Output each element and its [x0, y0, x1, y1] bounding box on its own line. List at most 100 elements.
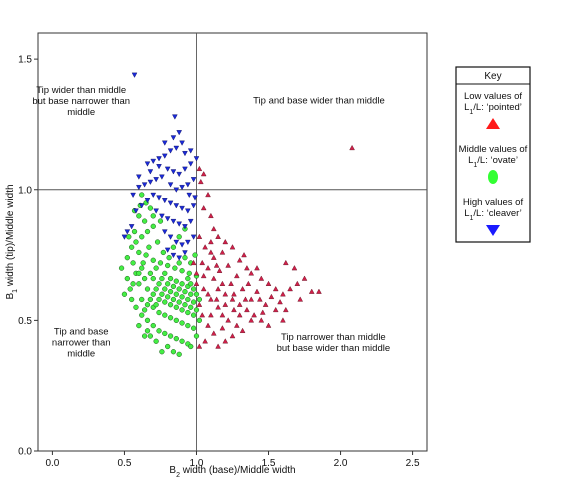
data-point-ovate	[176, 299, 182, 305]
data-point-cleaver	[167, 182, 174, 188]
data-point-pointed	[262, 301, 269, 307]
data-point-cleaver	[147, 169, 154, 175]
data-point-ovate	[179, 338, 185, 344]
data-point-ovate	[144, 317, 151, 324]
data-point-ovate	[156, 296, 162, 303]
data-point-ovate	[170, 349, 177, 355]
data-point-cleaver	[182, 166, 188, 172]
data-point-pointed	[248, 270, 255, 276]
data-point-ovate	[150, 291, 156, 297]
data-point-pointed	[199, 312, 206, 318]
data-point-cleaver	[170, 135, 177, 141]
data-point-cleaver	[144, 161, 151, 167]
x-tick-label: 1.5	[262, 458, 276, 469]
data-point-ovate	[162, 299, 168, 305]
data-point-cleaver	[187, 161, 194, 167]
series-ellipse	[118, 192, 203, 357]
data-point-pointed	[244, 265, 250, 271]
data-point-pointed	[208, 212, 214, 219]
data-point-ovate	[173, 317, 179, 324]
data-point-pointed	[215, 343, 221, 349]
data-point-cleaver	[182, 151, 188, 157]
data-point-ovate	[196, 317, 203, 324]
data-point-cleaver	[167, 148, 174, 154]
data-point-ovate	[185, 275, 191, 282]
data-point-pointed	[301, 275, 308, 281]
data-point-cleaver	[121, 234, 128, 240]
data-point-cleaver	[186, 192, 193, 198]
data-point-pointed	[272, 306, 279, 313]
data-point-pointed	[193, 270, 200, 276]
data-point-cleaver	[173, 145, 180, 151]
data-point-cleaver	[185, 208, 191, 214]
quadrant-annotation: Tip and base narrower than middle	[52, 327, 111, 360]
data-point-pointed	[200, 272, 207, 279]
series-triangle-up	[190, 144, 355, 349]
plot-frame	[37, 32, 428, 452]
quadrant-annotation: Tip wider than middle but base narrower t…	[32, 85, 130, 118]
data-point-ovate	[167, 315, 174, 321]
legend-marker-triangle-down	[486, 225, 500, 236]
data-point-ovate	[165, 343, 171, 350]
data-point-pointed	[219, 249, 226, 255]
data-point-cleaver	[164, 247, 171, 253]
data-point-ovate	[153, 286, 159, 292]
legend-marker-triangle-up	[486, 118, 500, 129]
data-point-ovate	[128, 244, 135, 250]
data-point-pointed	[208, 312, 214, 318]
data-point-ovate	[185, 296, 191, 303]
data-point-ovate	[136, 213, 142, 219]
data-point-ovate	[185, 309, 191, 316]
data-point-ovate	[131, 228, 138, 235]
data-point-pointed	[231, 291, 237, 297]
data-point-pointed	[219, 325, 226, 331]
data-point-ovate	[156, 328, 162, 334]
data-point-pointed	[349, 144, 355, 151]
data-point-ovate	[139, 312, 145, 318]
data-point-ovate	[172, 265, 178, 271]
data-point-ovate	[188, 343, 194, 350]
data-point-pointed	[205, 191, 211, 198]
data-point-cleaver	[176, 255, 182, 261]
data-point-pointed	[241, 252, 247, 258]
data-point-cleaver	[173, 239, 180, 246]
data-point-ovate	[139, 192, 145, 198]
data-point-ovate	[140, 260, 146, 266]
data-point-cleaver	[192, 195, 198, 201]
data-point-ovate	[190, 286, 197, 292]
data-point-pointed	[283, 306, 289, 313]
data-point-cleaver	[156, 156, 162, 162]
data-point-pointed	[222, 338, 229, 344]
data-point-ovate	[162, 312, 168, 318]
data-point-cleaver	[176, 171, 182, 178]
x-tick-label: 0.5	[117, 458, 131, 469]
data-point-pointed	[210, 254, 217, 260]
data-point-pointed	[316, 288, 322, 294]
data-point-pointed	[216, 267, 223, 273]
annotations: Tip wider than middle but base narrower t…	[32, 85, 390, 360]
data-point-ovate	[162, 330, 168, 337]
data-point-pointed	[280, 317, 286, 323]
data-point-ovate	[162, 286, 168, 292]
data-point-cleaver	[130, 192, 136, 198]
data-point-ovate	[144, 302, 151, 308]
data-point-ovate	[130, 260, 136, 266]
data-point-cleaver	[159, 213, 165, 219]
data-point-ovate	[179, 320, 185, 326]
data-point-pointed	[234, 322, 240, 328]
legend-title: Key	[484, 71, 501, 82]
data-point-ovate	[160, 249, 166, 256]
legend-entry-line1: High values of	[463, 197, 524, 208]
data-point-ovate	[157, 218, 164, 224]
data-point-pointed	[228, 280, 234, 286]
data-point-ovate	[141, 275, 148, 282]
data-point-ovate	[188, 291, 194, 297]
data-point-ovate	[147, 296, 154, 303]
data-point-pointed	[248, 296, 255, 302]
data-point-cleaver	[172, 114, 178, 120]
data-point-pointed	[265, 322, 272, 328]
data-point-ovate	[192, 252, 198, 258]
data-point-ovate	[193, 333, 200, 339]
data-point-ovate	[153, 302, 159, 308]
data-point-cleaver	[187, 218, 194, 225]
